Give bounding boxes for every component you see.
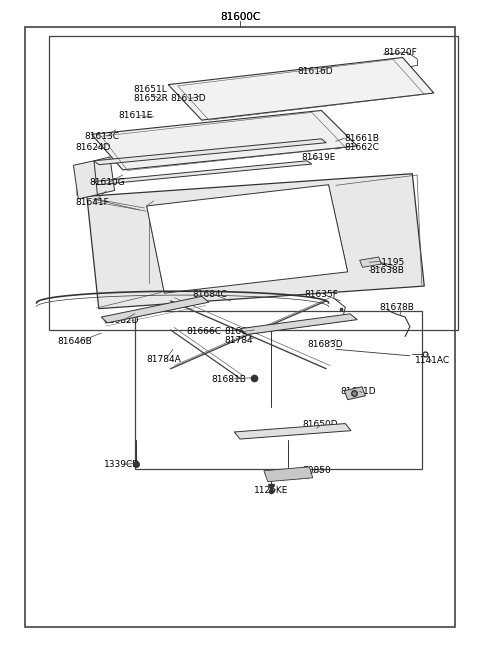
Text: 81613D: 81613D	[170, 94, 206, 104]
Text: BA1195: BA1195	[369, 258, 405, 267]
Text: 81682D: 81682D	[104, 316, 139, 325]
Text: 81611E: 81611E	[118, 111, 152, 120]
Polygon shape	[94, 161, 312, 184]
Polygon shape	[92, 111, 357, 170]
Text: 81681B: 81681B	[211, 375, 246, 384]
Text: 81613C: 81613C	[84, 132, 120, 141]
Text: 1141AC: 1141AC	[415, 356, 450, 366]
Text: 81784A: 81784A	[147, 355, 181, 364]
Polygon shape	[360, 257, 381, 267]
Polygon shape	[240, 314, 357, 334]
Text: 81651L: 81651L	[134, 85, 168, 94]
Text: 81641F: 81641F	[75, 197, 108, 206]
Text: 81631D: 81631D	[340, 387, 376, 396]
Bar	[135, 311, 422, 469]
Text: 81619E: 81619E	[301, 153, 336, 162]
Polygon shape	[73, 161, 99, 199]
Text: 1125KE: 1125KE	[254, 485, 289, 494]
Text: 81646B: 81646B	[57, 337, 92, 346]
Polygon shape	[234, 424, 351, 439]
Polygon shape	[264, 467, 313, 481]
Text: 81678B: 81678B	[380, 303, 415, 312]
Text: 81635F: 81635F	[305, 290, 338, 299]
Text: 81662C: 81662C	[344, 143, 379, 152]
Polygon shape	[94, 139, 326, 165]
Text: 81638B: 81638B	[369, 266, 404, 275]
Text: 81784: 81784	[225, 336, 253, 345]
Text: 1339CD: 1339CD	[104, 460, 140, 468]
Text: 81684C: 81684C	[192, 290, 227, 299]
Text: 81620F: 81620F	[384, 48, 417, 57]
Text: 70850: 70850	[302, 466, 331, 475]
Text: 81661B: 81661B	[344, 134, 379, 143]
Text: 81667D: 81667D	[225, 327, 260, 336]
Text: 81624D: 81624D	[75, 143, 110, 152]
Text: 81652R: 81652R	[134, 94, 168, 104]
Polygon shape	[344, 387, 365, 400]
Bar	[48, 36, 458, 330]
Polygon shape	[87, 173, 424, 309]
Text: 81650D: 81650D	[302, 421, 338, 430]
Polygon shape	[94, 157, 115, 194]
Polygon shape	[147, 184, 348, 293]
Polygon shape	[101, 296, 209, 323]
Polygon shape	[168, 58, 434, 120]
Text: 81683D: 81683D	[307, 340, 343, 349]
Text: 81600C: 81600C	[220, 12, 260, 22]
Text: 81666C: 81666C	[186, 327, 221, 336]
Text: 81600C: 81600C	[220, 12, 260, 22]
Text: 81616D: 81616D	[298, 67, 333, 76]
Text: 81610G: 81610G	[89, 179, 125, 187]
